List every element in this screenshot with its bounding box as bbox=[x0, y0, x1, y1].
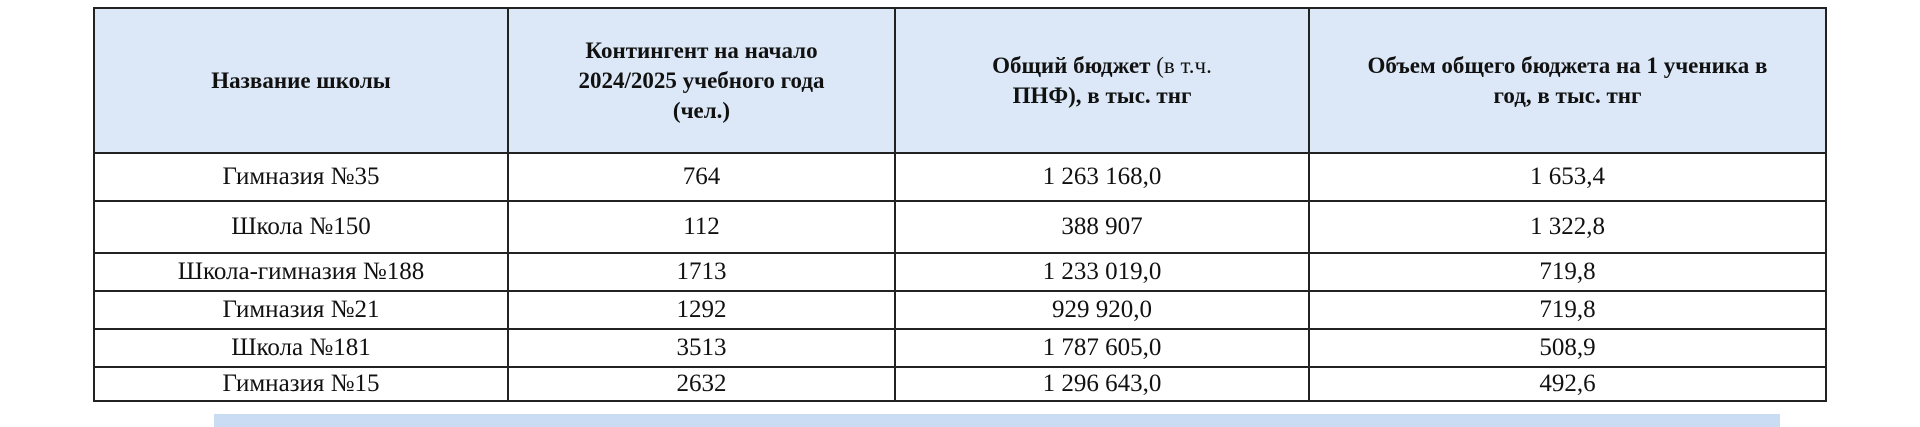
cell-contingent: 764 bbox=[507, 152, 896, 202]
cell-total-budget: 1 263 168,0 bbox=[894, 152, 1310, 202]
cell-total-budget: 388 907 bbox=[894, 200, 1310, 254]
cell-total-budget: 1 296 643,0 bbox=[894, 366, 1310, 402]
school-budget-table: Название школы Контингент на начало 2024… bbox=[93, 7, 1827, 402]
cell-contingent: 1292 bbox=[507, 290, 896, 330]
table-row: Гимназия №15 2632 1 296 643,0 492,6 bbox=[93, 366, 1827, 402]
cell-school-name: Гимназия №15 bbox=[93, 366, 509, 402]
cell-contingent: 112 bbox=[507, 200, 896, 254]
cell-budget-per-student: 1 653,4 bbox=[1308, 152, 1827, 202]
cell-budget-per-student: 719,8 bbox=[1308, 290, 1827, 330]
table-row: Школа №181 3513 1 787 605,0 508,9 bbox=[93, 328, 1827, 368]
cell-contingent: 3513 bbox=[507, 328, 896, 368]
cell-budget-per-student: 508,9 bbox=[1308, 328, 1827, 368]
header-total-budget: Общий бюджет (в т.ч. ПНФ), в тыс. тнг bbox=[894, 7, 1310, 154]
header-row: Название школы Контингент на начало 2024… bbox=[93, 7, 1827, 154]
cell-school-name: Школа №181 bbox=[93, 328, 509, 368]
header-total-budget-part2: (в т.ч. bbox=[1156, 52, 1212, 78]
table-row: Гимназия №35 764 1 263 168,0 1 653,4 bbox=[93, 152, 1827, 202]
table-row: Школа №150 112 388 907 1 322,8 bbox=[93, 200, 1827, 254]
cell-school-name: Школа №150 bbox=[93, 200, 509, 254]
header-total-budget-part3: ПНФ), в тыс. тнг bbox=[1012, 82, 1192, 108]
table-row: Школа-гимназия №188 1713 1 233 019,0 719,8 bbox=[93, 252, 1827, 292]
cell-total-budget: 1 787 605,0 bbox=[894, 328, 1310, 368]
cell-budget-per-student: 1 322,8 bbox=[1308, 200, 1827, 254]
header-budget-per-student: Объем общего бюджета на 1 ученика в год,… bbox=[1308, 7, 1827, 154]
header-school-name: Название школы bbox=[93, 7, 509, 154]
cell-school-name: Гимназия №35 bbox=[93, 152, 509, 202]
table-row: Гимназия №21 1292 929 920,0 719,8 bbox=[93, 290, 1827, 330]
background-strip bbox=[214, 414, 1780, 427]
cell-contingent: 1713 bbox=[507, 252, 896, 292]
header-contingent: Контингент на начало 2024/2025 учебного … bbox=[507, 7, 896, 154]
cell-contingent: 2632 bbox=[507, 366, 896, 402]
cell-school-name: Школа-гимназия №188 bbox=[93, 252, 509, 292]
header-total-budget-part1: Общий бюджет bbox=[992, 52, 1157, 78]
cell-budget-per-student: 492,6 bbox=[1308, 366, 1827, 402]
cell-total-budget: 929 920,0 bbox=[894, 290, 1310, 330]
cell-school-name: Гимназия №21 bbox=[93, 290, 509, 330]
cell-budget-per-student: 719,8 bbox=[1308, 252, 1827, 292]
cell-total-budget: 1 233 019,0 bbox=[894, 252, 1310, 292]
